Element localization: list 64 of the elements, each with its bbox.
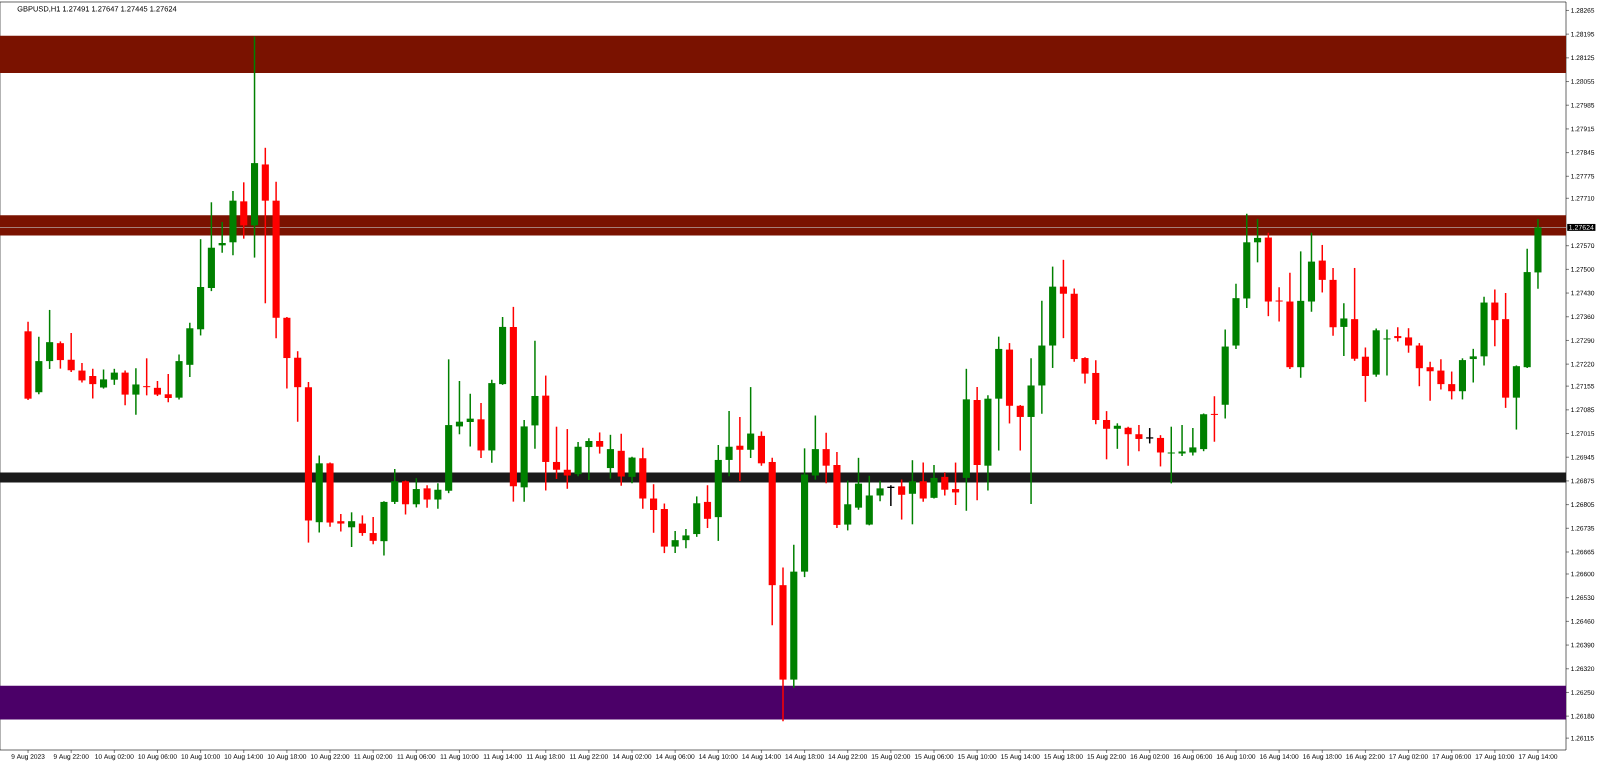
candlestick — [1340, 303, 1348, 357]
candlestick — [46, 309, 54, 369]
candlestick — [1415, 343, 1423, 387]
candlestick — [121, 370, 129, 406]
candlestick — [822, 432, 830, 484]
candlestick — [682, 528, 690, 549]
candlestick — [919, 462, 927, 502]
candlestick — [358, 515, 366, 536]
candlestick — [650, 484, 658, 533]
candlestick — [844, 480, 852, 531]
candlestick — [89, 368, 97, 399]
candlestick — [563, 429, 571, 489]
candlestick — [132, 368, 140, 415]
candlestick — [725, 411, 733, 477]
candlestick — [143, 358, 151, 396]
candlestick — [671, 530, 679, 554]
candlestick — [337, 514, 345, 532]
candlestick — [423, 485, 431, 508]
candlestick — [1469, 348, 1477, 383]
candlestick — [348, 512, 356, 547]
candlestick — [1016, 405, 1024, 451]
candlestick — [703, 485, 712, 529]
candlestick — [596, 432, 604, 454]
candlestick — [606, 434, 614, 479]
candlestick — [1135, 425, 1143, 452]
candlestick — [1124, 426, 1132, 466]
candlestick — [1156, 435, 1165, 467]
candlestick — [1254, 218, 1262, 263]
candlestick — [552, 426, 561, 479]
candlestick — [1383, 329, 1391, 376]
candlestick — [1491, 289, 1499, 347]
candlestick — [1437, 359, 1445, 390]
candlestick — [1081, 357, 1089, 384]
candlestick — [1189, 428, 1197, 456]
candlestick — [434, 483, 442, 509]
candlestick — [736, 416, 744, 481]
candlestick — [747, 387, 755, 458]
candlestick — [164, 373, 172, 403]
candlestick — [898, 479, 906, 520]
candlestick — [1275, 287, 1283, 322]
candlestick — [1167, 426, 1175, 484]
candlestick — [1210, 396, 1218, 442]
candlestick — [1404, 328, 1413, 353]
candlestick — [1178, 425, 1186, 456]
candlestick — [585, 438, 593, 480]
candlestick — [1394, 327, 1402, 342]
candlestick — [930, 464, 938, 499]
candlestick — [1426, 361, 1434, 401]
candlestick — [1103, 411, 1111, 460]
candlestick — [1448, 371, 1456, 400]
candlestick — [941, 472, 949, 496]
candlestick — [369, 517, 377, 545]
candlestick — [628, 456, 636, 484]
candlestick — [908, 460, 916, 525]
candlestick — [876, 480, 884, 502]
candlestick — [1059, 259, 1067, 339]
candlestick — [412, 478, 420, 508]
candlestick — [67, 332, 75, 373]
candlestick — [401, 480, 410, 515]
candlestick — [56, 341, 64, 369]
candlestick — [391, 469, 399, 505]
candlestick — [1318, 244, 1326, 293]
candlestick — [1361, 347, 1369, 402]
candlestick — [1113, 423, 1121, 449]
